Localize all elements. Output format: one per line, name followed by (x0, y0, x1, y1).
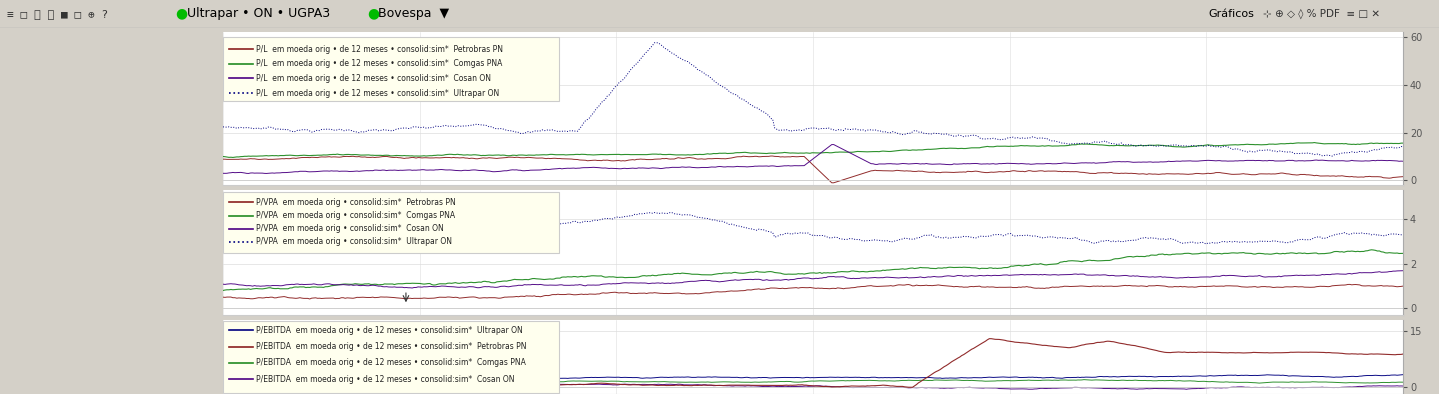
FancyBboxPatch shape (223, 192, 560, 253)
Text: P/VPA  em moeda orig • consolid:sim*  Cosan ON: P/VPA em moeda orig • consolid:sim* Cosa… (256, 224, 443, 233)
Text: P/EBITDA  em moeda orig • de 12 meses • consolid:sim*  Comgas PNA: P/EBITDA em moeda orig • de 12 meses • c… (256, 359, 527, 367)
Text: ≡ □ ⊿ ⊿ ■ □ ⊕ ?: ≡ □ ⊿ ⊿ ■ □ ⊕ ? (7, 9, 108, 19)
Text: P/L  em moeda orig • de 12 meses • consolid:sim*  Ultrapar ON: P/L em moeda orig • de 12 meses • consol… (256, 89, 499, 98)
Text: P/EBITDA  em moeda orig • de 12 meses • consolid:sim*  Petrobras PN: P/EBITDA em moeda orig • de 12 meses • c… (256, 342, 527, 351)
Text: P/L  em moeda orig • de 12 meses • consolid:sim*  Petrobras PN: P/L em moeda orig • de 12 meses • consol… (256, 45, 504, 54)
Text: ●: ● (176, 7, 187, 21)
Text: Gráficos: Gráficos (1209, 9, 1255, 19)
Text: ●: ● (367, 7, 378, 21)
Text: P/L  em moeda orig • de 12 meses • consolid:sim*  Cosan ON: P/L em moeda orig • de 12 meses • consol… (256, 74, 491, 83)
Text: ⊹ ⊕ ◇ ◊ % PDF  ≡ □ ✕: ⊹ ⊕ ◇ ◊ % PDF ≡ □ ✕ (1263, 9, 1380, 19)
Text: P/EBITDA  em moeda orig • de 12 meses • consolid:sim*  Cosan ON: P/EBITDA em moeda orig • de 12 meses • c… (256, 375, 515, 384)
Text: Bovespa  ▼: Bovespa ▼ (378, 7, 449, 20)
FancyBboxPatch shape (223, 37, 560, 101)
Text: P/VPA  em moeda orig • consolid:sim*  Petrobras PN: P/VPA em moeda orig • consolid:sim* Petr… (256, 198, 456, 207)
Text: P/VPA  em moeda orig • consolid:sim*  Ultrapar ON: P/VPA em moeda orig • consolid:sim* Ultr… (256, 238, 452, 246)
Text: P/L  em moeda orig • de 12 meses • consolid:sim*  Comgas PNA: P/L em moeda orig • de 12 meses • consol… (256, 59, 502, 68)
Text: P/EBITDA  em moeda orig • de 12 meses • consolid:sim*  Ultrapar ON: P/EBITDA em moeda orig • de 12 meses • c… (256, 326, 522, 335)
FancyBboxPatch shape (223, 322, 560, 392)
Text: P/VPA  em moeda orig • consolid:sim*  Comgas PNA: P/VPA em moeda orig • consolid:sim* Comg… (256, 211, 455, 220)
Text: Ultrapar • ON • UGPA3: Ultrapar • ON • UGPA3 (187, 7, 330, 20)
